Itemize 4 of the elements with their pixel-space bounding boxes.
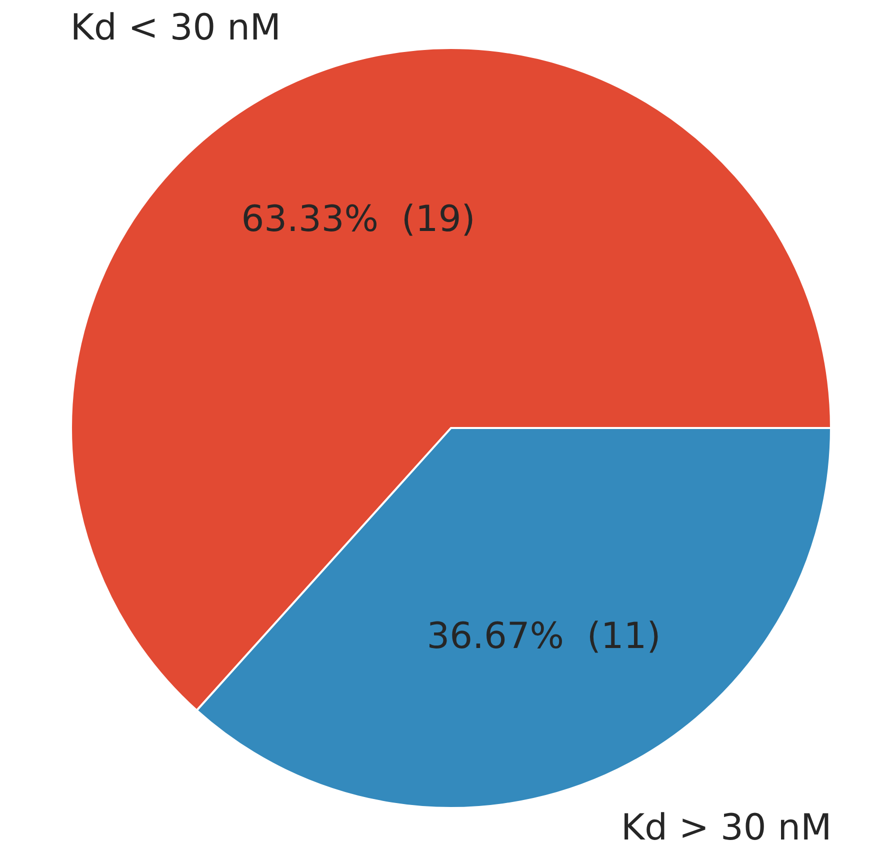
slice-label: Kd > 30 nM [621, 807, 832, 848]
data-label: 63.33% (19) [241, 199, 476, 240]
slice-label: Kd < 30 nM [70, 8, 281, 49]
data-label: 36.67% (11) [426, 616, 661, 657]
